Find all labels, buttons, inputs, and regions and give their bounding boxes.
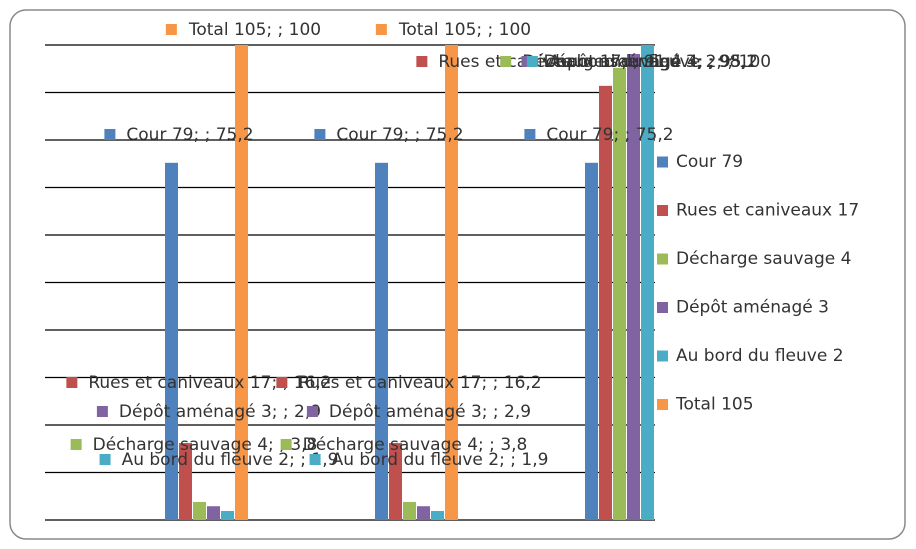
bar (389, 443, 402, 520)
data-label: Au bord du fleuve 2; ; 1,9 (122, 450, 339, 470)
legend-label: Rues et caniveaux 17 (676, 201, 859, 221)
legend-key (657, 156, 668, 168)
data-label-key (416, 56, 428, 67)
data-label: Au bord du fleuve 2; ; 1,9 (332, 450, 549, 470)
bar (179, 443, 192, 520)
data-label-key (70, 439, 82, 450)
data-label: Rues et caniveaux 17; ; 16,2 (88, 373, 331, 393)
data-label-key (526, 56, 538, 67)
data-label-key (375, 24, 387, 35)
data-label: Cour 79; ; 75,2 (336, 125, 463, 145)
data-label: Dépôt aménagé 3; ; 2,9 (119, 402, 321, 422)
bar (417, 506, 430, 520)
legend-key (657, 399, 668, 410)
bar (613, 67, 626, 521)
bar (193, 501, 206, 520)
bar (207, 506, 220, 520)
data-label-key (96, 406, 108, 417)
data-label: Au bord du fleuve 2; ; 100 (549, 52, 771, 72)
bar (599, 85, 612, 520)
legend-key (657, 205, 668, 216)
data-label: Cour 79; ; 75,2 (546, 125, 673, 145)
bar (431, 510, 444, 520)
bar (445, 45, 458, 520)
data-label-key (276, 377, 288, 388)
bar (641, 45, 654, 520)
data-label-key (165, 24, 177, 35)
bar (235, 45, 248, 520)
data-label-key (66, 377, 78, 388)
data-label: Total 105; ; 100 (188, 20, 321, 40)
legend-key (657, 302, 668, 313)
bar (165, 162, 178, 521)
data-label-key (524, 129, 536, 140)
bar (585, 162, 598, 521)
legend-label: Total 105 (675, 395, 754, 415)
data-label-key (500, 56, 512, 67)
data-label-key (314, 129, 326, 140)
data-label-key (104, 129, 116, 140)
data-label: Cour 79; ; 75,2 (126, 125, 253, 145)
bar (221, 510, 234, 520)
legend-key (657, 253, 668, 265)
data-label: Rues et caniveaux 17; ; 16,2 (298, 373, 541, 393)
data-label: Dépôt aménagé 3; ; 98,1 (543, 52, 756, 72)
data-label-key (280, 439, 292, 450)
data-label: Dépôt aménagé 3; ; 2,9 (329, 402, 531, 422)
legend-label: Au bord du fleuve 2 (676, 346, 844, 366)
legend-label: Décharge sauvage 4 (676, 249, 851, 269)
data-label: Total 105; ; 100 (398, 20, 531, 40)
data-label: Décharge sauvage 4; ; 3,8 (303, 435, 528, 455)
legend-label: Dépôt aménagé 3 (676, 298, 829, 318)
data-label: Rues et caniveaux 17; ; 91,4 (438, 52, 681, 72)
bar (403, 501, 416, 520)
bar (375, 162, 388, 521)
data-label: Décharge sauvage 4; ; 3,8 (93, 435, 318, 455)
legend-label: Cour 79 (676, 152, 743, 172)
data-label-key (99, 454, 111, 465)
data-label-key (306, 406, 318, 417)
bar (627, 54, 640, 521)
legend-key (657, 350, 668, 362)
data-label-key (309, 454, 321, 465)
data-label: Décharge sauvage 4; ; 95,2 (522, 52, 758, 72)
